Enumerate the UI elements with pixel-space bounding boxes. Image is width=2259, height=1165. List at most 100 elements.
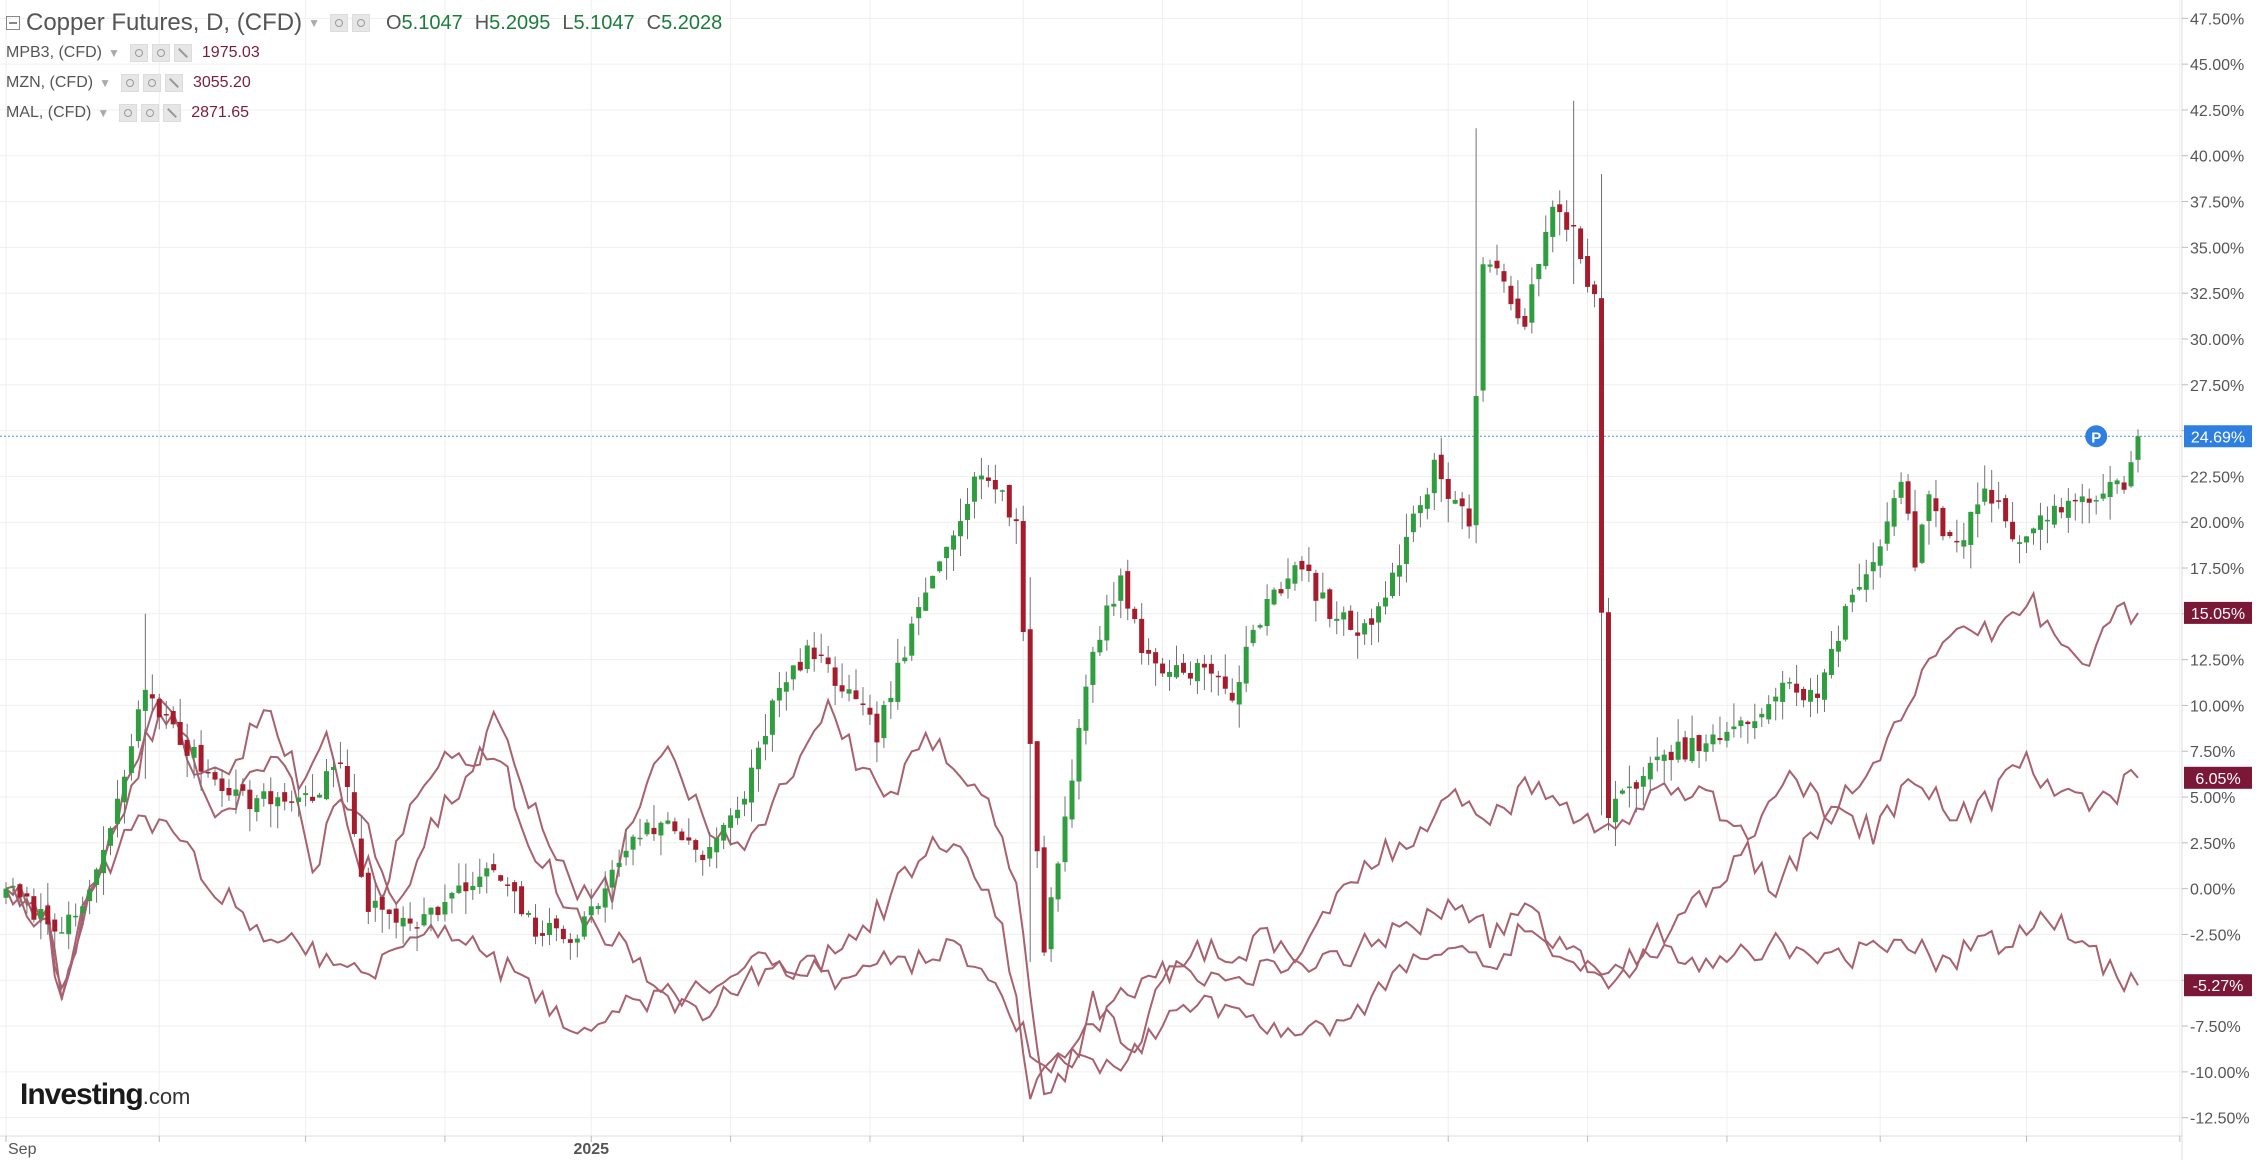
collapse-icon[interactable] xyxy=(6,16,20,30)
chevron-down-icon[interactable]: ▼ xyxy=(99,76,111,90)
y-tick-label: 47.50% xyxy=(2190,11,2244,28)
candle-body xyxy=(1222,676,1228,689)
gear-icon[interactable] xyxy=(151,44,170,62)
candle-body xyxy=(616,862,622,868)
candle-body xyxy=(1996,500,2002,502)
candle-body xyxy=(498,875,504,881)
candle-body xyxy=(365,872,371,912)
candle-body xyxy=(1201,663,1207,668)
candle-body xyxy=(2058,507,2064,513)
candle-body xyxy=(1703,743,1709,752)
visibility-icon[interactable] xyxy=(129,44,148,62)
badge-compare-1 xyxy=(2184,601,2252,624)
candle-body xyxy=(944,546,950,559)
legend-row-mpb3[interactable]: MPB3, (CFD) ▼ 1975.03 xyxy=(6,38,722,68)
candle-body xyxy=(1592,284,1598,295)
candle-body xyxy=(1187,672,1193,679)
candle-body xyxy=(1264,599,1270,626)
candle-body xyxy=(456,885,462,893)
candle-body xyxy=(1257,625,1263,628)
candle-body xyxy=(1961,540,1967,547)
candle-body xyxy=(1055,863,1061,900)
compare-lines xyxy=(5,590,2139,1100)
candle-body xyxy=(344,765,350,788)
candle-body xyxy=(1801,688,1807,701)
candle-body xyxy=(261,791,267,799)
candle-body xyxy=(790,665,796,680)
candle-body xyxy=(247,789,253,810)
value-badges: 24.69% 15.05% 6.05% -5.27% P xyxy=(2085,425,2252,997)
candle-body xyxy=(1424,494,1430,509)
candle-body xyxy=(94,869,100,885)
candle-body xyxy=(1146,649,1152,654)
candle-body xyxy=(874,713,880,743)
candle-body xyxy=(762,735,768,745)
candle-body xyxy=(1278,589,1284,594)
gear-icon[interactable] xyxy=(351,14,370,32)
candle-body xyxy=(895,662,901,702)
candle-body xyxy=(3,888,9,898)
candle-body xyxy=(832,667,838,686)
investing-logo[interactable]: Investing.com xyxy=(20,1078,190,1112)
close-icon[interactable] xyxy=(164,74,183,92)
gear-icon[interactable] xyxy=(141,104,160,122)
candle-body xyxy=(783,682,789,692)
chevron-down-icon[interactable]: ▼ xyxy=(108,46,120,60)
y-tick-label: -7.50% xyxy=(2190,1019,2241,1036)
candle-body xyxy=(1578,228,1584,259)
candle-body xyxy=(212,772,218,780)
candle-body xyxy=(1738,720,1744,727)
candle-body xyxy=(121,776,127,803)
candle-body xyxy=(735,809,741,819)
candle-body xyxy=(1417,505,1423,514)
candle-body xyxy=(1842,606,1848,640)
candle-body xyxy=(1821,672,1827,700)
candle-body xyxy=(1174,665,1180,678)
candle-body xyxy=(888,697,894,703)
y-tick-label: 10.00% xyxy=(2190,698,2244,715)
close-icon[interactable] xyxy=(173,44,192,62)
visibility-icon[interactable] xyxy=(329,14,348,32)
badge-copper-label: 24.69% xyxy=(2191,429,2245,446)
candle-body xyxy=(1389,572,1395,597)
candle-body xyxy=(623,850,629,858)
candle-body xyxy=(721,824,727,841)
candle-body xyxy=(1585,256,1591,287)
candle-body xyxy=(1808,689,1814,702)
candle-body xyxy=(1125,571,1131,609)
candle-body xyxy=(1006,484,1012,518)
candle-body xyxy=(1020,521,1026,632)
candle-body xyxy=(233,789,239,796)
candle-body xyxy=(296,797,302,802)
badge-compare-3 xyxy=(2184,974,2252,997)
legend-row-mal[interactable]: MAL, (CFD) ▼ 2871.65 xyxy=(6,98,722,128)
candle-body xyxy=(1167,671,1173,677)
candle-body xyxy=(985,477,991,481)
candle-body xyxy=(769,700,775,735)
visibility-icon[interactable] xyxy=(119,104,138,122)
candle-body xyxy=(2100,493,2106,499)
ohlc-open-value: 5.1047 xyxy=(401,11,463,34)
visibility-icon[interactable] xyxy=(120,74,139,92)
candle-body xyxy=(1236,682,1242,705)
gear-icon[interactable] xyxy=(142,74,161,92)
candle-body xyxy=(435,906,441,916)
legend-main-row[interactable]: Copper Futures, D, (CFD) ▼ O 5.1047 H 5.20… xyxy=(6,8,722,38)
candle-body xyxy=(992,479,998,490)
chevron-down-icon[interactable]: ▼ xyxy=(97,106,110,120)
candle-body xyxy=(539,933,545,936)
candle-body xyxy=(776,687,782,701)
legend-row-mzn[interactable]: MZN, (CFD) ▼ 3055.20 xyxy=(6,68,722,98)
close-icon[interactable] xyxy=(163,104,182,122)
candle-body xyxy=(923,592,929,611)
candle-body xyxy=(219,778,225,792)
candle-body xyxy=(1898,481,1904,498)
candle-body xyxy=(1396,565,1402,577)
candle-body xyxy=(2072,499,2078,502)
candle-body xyxy=(1856,587,1862,590)
candle-body xyxy=(1626,786,1632,789)
chevron-down-icon[interactable]: ▼ xyxy=(308,16,320,30)
candle-body xyxy=(651,827,657,835)
candle-body xyxy=(128,746,134,774)
